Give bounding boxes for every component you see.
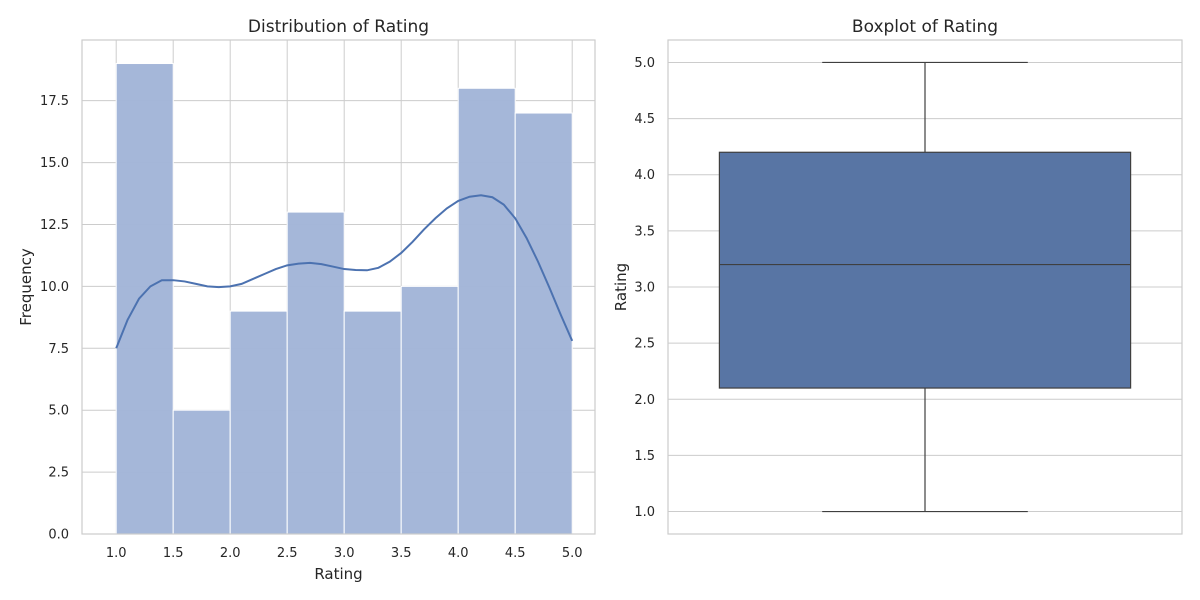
histogram-bar — [514, 112, 573, 535]
histogram-y-tick-label: 5.0 — [48, 404, 69, 419]
histogram-x-tick-label: 4.5 — [505, 546, 526, 561]
histogram-y-tick-label: 10.0 — [40, 280, 69, 295]
histogram-x-axis-label: Rating — [314, 565, 362, 583]
histogram-x-tick-label: 3.5 — [391, 546, 412, 561]
histogram-y-tick-label: 15.0 — [40, 156, 69, 171]
boxplot-y-tick-label: 3.5 — [634, 224, 655, 239]
boxplot-title: Boxplot of Rating — [852, 17, 998, 37]
boxplot-y-tick-label: 3.0 — [634, 281, 655, 296]
histogram-frame — [81, 39, 596, 535]
histogram-bar — [229, 310, 288, 535]
boxplot-y-tick-label: 2.5 — [634, 337, 655, 352]
boxplot-y-axis-label: Rating — [612, 263, 630, 311]
boxplot-frame — [667, 39, 1183, 535]
histogram-x-tick-label: 2.5 — [277, 546, 298, 561]
boxplot-y-tick-label: 4.5 — [634, 112, 655, 127]
histogram-x-tick-label: 3.0 — [334, 546, 355, 561]
interquartile-box — [718, 151, 1132, 389]
histogram-bar — [286, 211, 345, 535]
histogram-title: Distribution of Rating — [248, 17, 429, 37]
histogram-x-tick-label: 1.5 — [163, 546, 184, 561]
histogram-y-tick-label: 17.5 — [40, 94, 69, 109]
histogram-x-tick-label: 4.0 — [448, 546, 469, 561]
histogram-y-tick-label: 12.5 — [40, 218, 69, 233]
boxplot-panel: Boxplot of Rating 1.0 1.5 2.0 2.5 3.0 3.5 4.0 4… — [612, 17, 1183, 535]
histogram-bar — [457, 87, 516, 535]
boxplot-y-tick-label: 2.0 — [634, 393, 655, 408]
histogram-y-axis-label: Frequency — [17, 248, 35, 326]
histogram-bar — [115, 63, 174, 535]
histogram-y-tick-label: 0.0 — [48, 528, 69, 543]
boxplot-y-tick-label: 1.5 — [634, 449, 655, 464]
histogram-y-tick-label: 2.5 — [48, 466, 69, 481]
histogram-bar — [172, 409, 231, 535]
histogram-y-tick-label: 7.5 — [48, 342, 69, 357]
boxplot-y-tick-label: 4.0 — [634, 168, 655, 183]
histogram-panel: Distribution of Rating 1.0 1.5 2.0 2.5 3.0 3.… — [17, 17, 596, 583]
histogram-x-tick-label: 2.0 — [220, 546, 241, 561]
kde-curve — [115, 194, 574, 349]
histogram-bar — [400, 285, 459, 535]
histogram-x-tick-label: 1.0 — [106, 546, 127, 561]
boxplot-y-tick-label: 5.0 — [634, 56, 655, 71]
histogram-x-tick-label: 5.0 — [562, 546, 583, 561]
boxplot-y-tick-label: 1.0 — [634, 505, 655, 520]
histogram-bar — [343, 310, 402, 535]
